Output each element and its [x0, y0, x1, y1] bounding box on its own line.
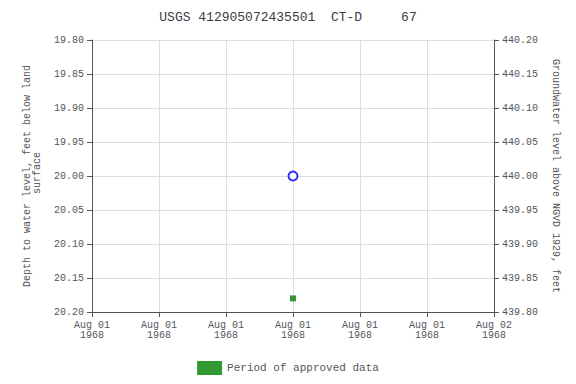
svg-text:Depth to water level, feet bel: Depth to water level, feet below land	[21, 65, 33, 287]
svg-text:Aug 01: Aug 01	[342, 319, 378, 331]
svg-text:439.80: 439.80	[502, 307, 538, 318]
svg-text:Aug 01: Aug 01	[208, 319, 244, 331]
svg-text:Aug 01: Aug 01	[74, 319, 110, 331]
svg-text:Aug 01: Aug 01	[141, 319, 177, 331]
svg-text:Period of approved data: Period of approved data	[227, 362, 379, 374]
svg-text:19.95: 19.95	[54, 137, 84, 148]
svg-text:440.20: 440.20	[502, 35, 538, 46]
svg-text:440.05: 440.05	[502, 137, 538, 148]
svg-text:439.90: 439.90	[502, 239, 538, 250]
svg-text:Aug 01: Aug 01	[275, 319, 311, 331]
svg-text:USGS 412905072435501 CT-D: USGS 412905072435501 CT-D 67	[159, 10, 416, 25]
svg-text:440.15: 440.15	[502, 69, 538, 80]
svg-text:Aug 01: Aug 01	[409, 319, 445, 331]
svg-text:20.05: 20.05	[54, 205, 84, 216]
svg-text:19.90: 19.90	[54, 103, 84, 114]
svg-text:1968: 1968	[147, 330, 171, 341]
svg-text:439.85: 439.85	[502, 273, 538, 284]
svg-text:440.00: 440.00	[502, 171, 538, 182]
svg-text:20.15: 20.15	[54, 273, 84, 284]
svg-text:20.20: 20.20	[54, 307, 84, 318]
svg-text:Aug 02: Aug 02	[476, 319, 512, 331]
svg-text:1968: 1968	[348, 330, 372, 341]
svg-text:surface: surface	[32, 152, 43, 200]
svg-text:19.85: 19.85	[54, 69, 84, 80]
svg-text:1968: 1968	[80, 330, 104, 341]
svg-text:19.80: 19.80	[54, 35, 84, 46]
svg-text:1968: 1968	[281, 330, 305, 341]
svg-text:1968: 1968	[482, 330, 506, 341]
svg-text:Groundwater level above NGVD 1: Groundwater level above NGVD 1929, feet	[550, 59, 561, 293]
svg-text:439.95: 439.95	[502, 205, 538, 216]
svg-text:20.10: 20.10	[54, 239, 84, 250]
svg-text:1968: 1968	[214, 330, 238, 341]
svg-text:440.10: 440.10	[502, 103, 538, 114]
svg-text:1968: 1968	[415, 330, 439, 341]
svg-text:20.00: 20.00	[54, 171, 84, 182]
